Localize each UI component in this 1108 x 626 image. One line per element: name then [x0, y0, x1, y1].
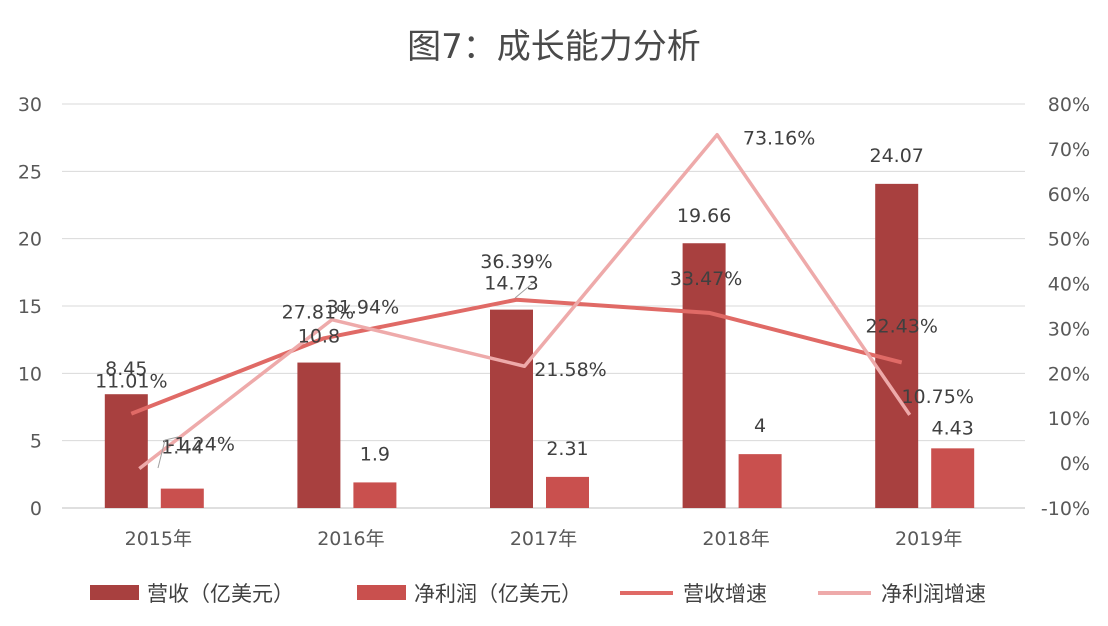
y-right-tick-label: 40%	[1048, 274, 1090, 296]
x-axis: 2015年 2016年 2017年 2018年 2019年	[125, 528, 963, 550]
leader-line	[157, 436, 179, 469]
net-profit-growth-label: 73.16%	[743, 128, 815, 150]
data-labels: 8.45 10.8 14.73 19.66 24.07 1.44 1.9 2.31 4 4.43 1…	[95, 128, 974, 469]
net-profit-bar-label: 1.9	[360, 443, 390, 465]
legend-label: 净利润增速	[881, 582, 986, 606]
y-left-tick-label: 30	[18, 94, 42, 116]
legend-swatch	[357, 585, 406, 600]
y-right-tick-label: 20%	[1048, 363, 1090, 385]
net-profit-growth-label: 31.94%	[327, 297, 399, 319]
net-profit-bar	[160, 488, 204, 508]
net-profit-bar-label: 2.31	[546, 438, 588, 460]
y-left-tick-label: 25	[18, 161, 42, 183]
revenue-growth-label: 33.47%	[670, 268, 742, 290]
revenue-bar	[682, 243, 726, 508]
revenue-growth-label: 11.01%	[95, 371, 167, 393]
chart-title: 图7：成长能力分析	[407, 27, 701, 67]
revenue-bar-label: 8.45	[105, 358, 147, 380]
legend-swatch	[90, 585, 139, 600]
revenue-bar-label: 24.07	[869, 145, 923, 167]
grid-lines	[62, 103, 1025, 509]
revenue-bar-label: 10.8	[298, 326, 340, 348]
net-profit-growth-label: 21.58%	[534, 359, 606, 381]
x-tick-label: 2018年	[702, 528, 769, 550]
legend-label: 营收增速	[683, 582, 767, 606]
y-right-tick-label: -10%	[1041, 498, 1090, 520]
revenue-bar-label: 19.66	[677, 205, 731, 227]
revenue-bar	[875, 183, 919, 508]
revenue-growth-line	[130, 297, 903, 416]
net-profit-bar-label: 1.44	[161, 437, 203, 459]
legend-label: 净利润（亿美元）	[414, 582, 582, 606]
y-left-tick-label: 5	[30, 431, 42, 453]
y-left-tick-label: 20	[18, 229, 42, 251]
revenue-bar	[490, 309, 533, 508]
revenue-growth-label: 36.39%	[480, 251, 552, 273]
right-axis: -10% 0% 10% 20% 30% 40% 50% 60% 70% 80%	[1041, 94, 1090, 520]
legend-label: 营收（亿美元）	[147, 582, 294, 606]
net-profit-bar	[353, 482, 397, 508]
x-tick-label: 2017年	[510, 528, 577, 550]
revenue-growth-label: 27.81%	[282, 301, 354, 323]
y-right-tick-label: 50%	[1048, 229, 1090, 251]
x-tick-label: 2016年	[317, 528, 384, 550]
net-profit-growth-label: 10.75%	[901, 386, 973, 408]
y-right-tick-label: 60%	[1048, 184, 1090, 206]
net-profit-bar	[931, 448, 975, 508]
y-right-tick-label: 30%	[1048, 318, 1090, 340]
net-profit-bar-label: 4	[754, 415, 766, 437]
net-profit-growth-line	[138, 132, 912, 471]
legend: 营收（亿美元） 净利润（亿美元） 营收增速 净利润增速	[90, 582, 986, 606]
y-right-tick-label: 70%	[1048, 139, 1090, 161]
lines	[130, 132, 912, 471]
bars	[104, 183, 975, 508]
y-right-tick-label: 80%	[1048, 94, 1090, 116]
net-profit-growth-label: -1.24%	[168, 434, 235, 456]
y-right-tick-label: 10%	[1048, 408, 1090, 430]
revenue-bar-label: 14.73	[484, 273, 538, 295]
y-right-tick-label: 0%	[1060, 453, 1090, 475]
left-axis: 0 5 10 15 20 25 30	[18, 94, 42, 520]
net-profit-bar-label: 4.43	[932, 417, 974, 439]
x-tick-label: 2019年	[895, 528, 962, 550]
leader-line	[514, 282, 534, 299]
revenue-bar	[297, 362, 341, 508]
y-left-tick-label: 15	[18, 296, 42, 318]
revenue-growth-label: 22.43%	[865, 315, 937, 337]
x-tick-label: 2015年	[125, 528, 192, 550]
net-profit-bar	[738, 454, 782, 508]
net-profit-bar	[546, 476, 589, 508]
revenue-bar	[104, 394, 148, 508]
y-left-tick-label: 10	[18, 363, 42, 385]
y-left-tick-label: 0	[30, 498, 42, 520]
